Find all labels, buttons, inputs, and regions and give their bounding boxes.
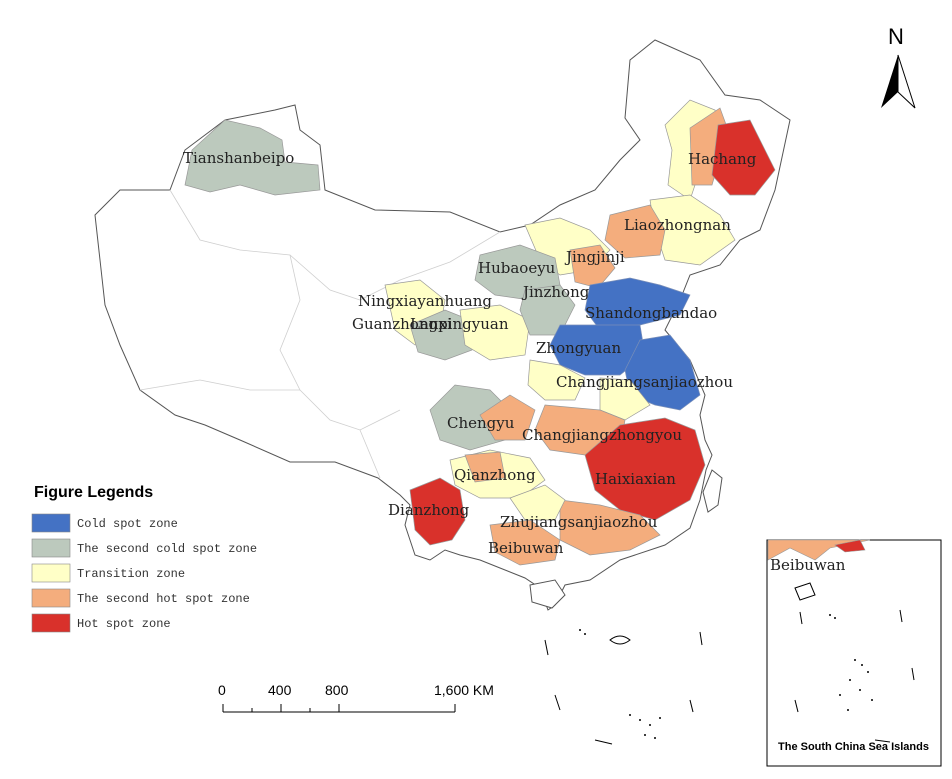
legend-label-second-hot: The second hot spot zone [77, 592, 250, 606]
north-label: N [888, 24, 904, 49]
legend-label-cold: Cold spot zone [77, 517, 178, 531]
legend-label-transition: Transition zone [77, 567, 185, 581]
label-ningxiayanhuang: Ningxiayanhuang [358, 292, 492, 310]
label-shandongbandao: Shandongbandao [585, 304, 717, 322]
legend-label-second-cold: The second cold spot zone [77, 542, 257, 556]
label-lanxi: Lanxi [410, 315, 452, 333]
region-qianzhong-second-hot [464, 451, 506, 483]
label-tianshanbeipo: Tianshanbeipo [183, 149, 294, 167]
region-jingjinji [569, 244, 616, 289]
legend-swatch-hot [31, 613, 71, 633]
scale-tick-0: 0 [218, 682, 226, 698]
legend-swatch-second-hot [31, 588, 71, 608]
region-lanxi [409, 309, 473, 361]
region-central-transition [599, 377, 651, 421]
region-southwest-transition [509, 484, 566, 521]
legend-title: Figure Legends [34, 484, 153, 501]
hainan-island [529, 579, 566, 609]
label-jinzhong: Jinzhong [521, 283, 590, 301]
region-shandongbandao [584, 277, 691, 331]
label-beibuwan: Beibuwan [488, 539, 564, 557]
region-zhujiangsanjiaozhou [559, 499, 661, 556]
scale-tick-800: 800 [325, 682, 349, 698]
region-haixiaxian [584, 417, 706, 521]
scale-bar: 0 400 800 1,600 KM [218, 682, 494, 713]
label-chengyu: Chengyu [447, 414, 515, 432]
sea-dashes [544, 631, 703, 745]
province-borders [139, 189, 501, 479]
region-dianzhong [409, 477, 466, 546]
region-tianshanbeipo [184, 119, 321, 196]
label-qianzhong: Qianzhong [454, 466, 536, 484]
scale-tick-1600: 1,600 KM [434, 682, 494, 698]
label-changjiangsanjiaozhou: Changjiangsanjiaozhou [556, 373, 733, 391]
label-zhongyuan: Zhongyuan [536, 339, 621, 357]
taiwan-island [702, 469, 723, 513]
north-arrow: N [881, 24, 916, 109]
label-liaozhongnan: Liaozhongnan [624, 216, 731, 234]
legend-swatch-transition [31, 563, 71, 583]
sea-island-dots [579, 629, 661, 739]
label-changjiangzhongyou: Changjiangzhongyou [522, 426, 682, 444]
label-hachang: Hachang [688, 150, 757, 168]
region-zhongyuan [549, 324, 646, 376]
legend-label-hot: Hot spot zone [77, 617, 171, 631]
legend-swatch-second-cold [31, 538, 71, 558]
region-liaozhongnan [604, 204, 666, 259]
label-dianzhong: Dianzhong [388, 501, 470, 519]
legend-swatch-cold [31, 513, 71, 533]
region-chengyu-second-hot [479, 394, 536, 441]
region-zhongyuan-transition [527, 359, 586, 401]
legend: Figure Legends Cold spot zone The second … [31, 484, 257, 633]
inset-map: Beibuwan The South China Sea Islands [766, 539, 942, 767]
region-guanzhongpingyuan [459, 304, 531, 361]
inset-caption: The South China Sea Islands [778, 741, 929, 753]
label-haixiaxian: Haixiaxian [595, 470, 676, 488]
region-hachang [711, 119, 776, 196]
label-hubaoeyu: Hubaoeyu [478, 259, 556, 277]
label-jingjinji: Jingjinji [564, 248, 625, 266]
scale-tick-400: 400 [268, 682, 292, 698]
label-zhujiangsanjiaozhou: Zhujiangsanjiaozhou [500, 513, 658, 531]
label-guanzhongpingyuan: Guanzhongpingyuan [352, 315, 509, 333]
inset-label-beibuwan: Beibuwan [770, 556, 846, 574]
region-changjiangsanjiaozhou [624, 334, 701, 411]
